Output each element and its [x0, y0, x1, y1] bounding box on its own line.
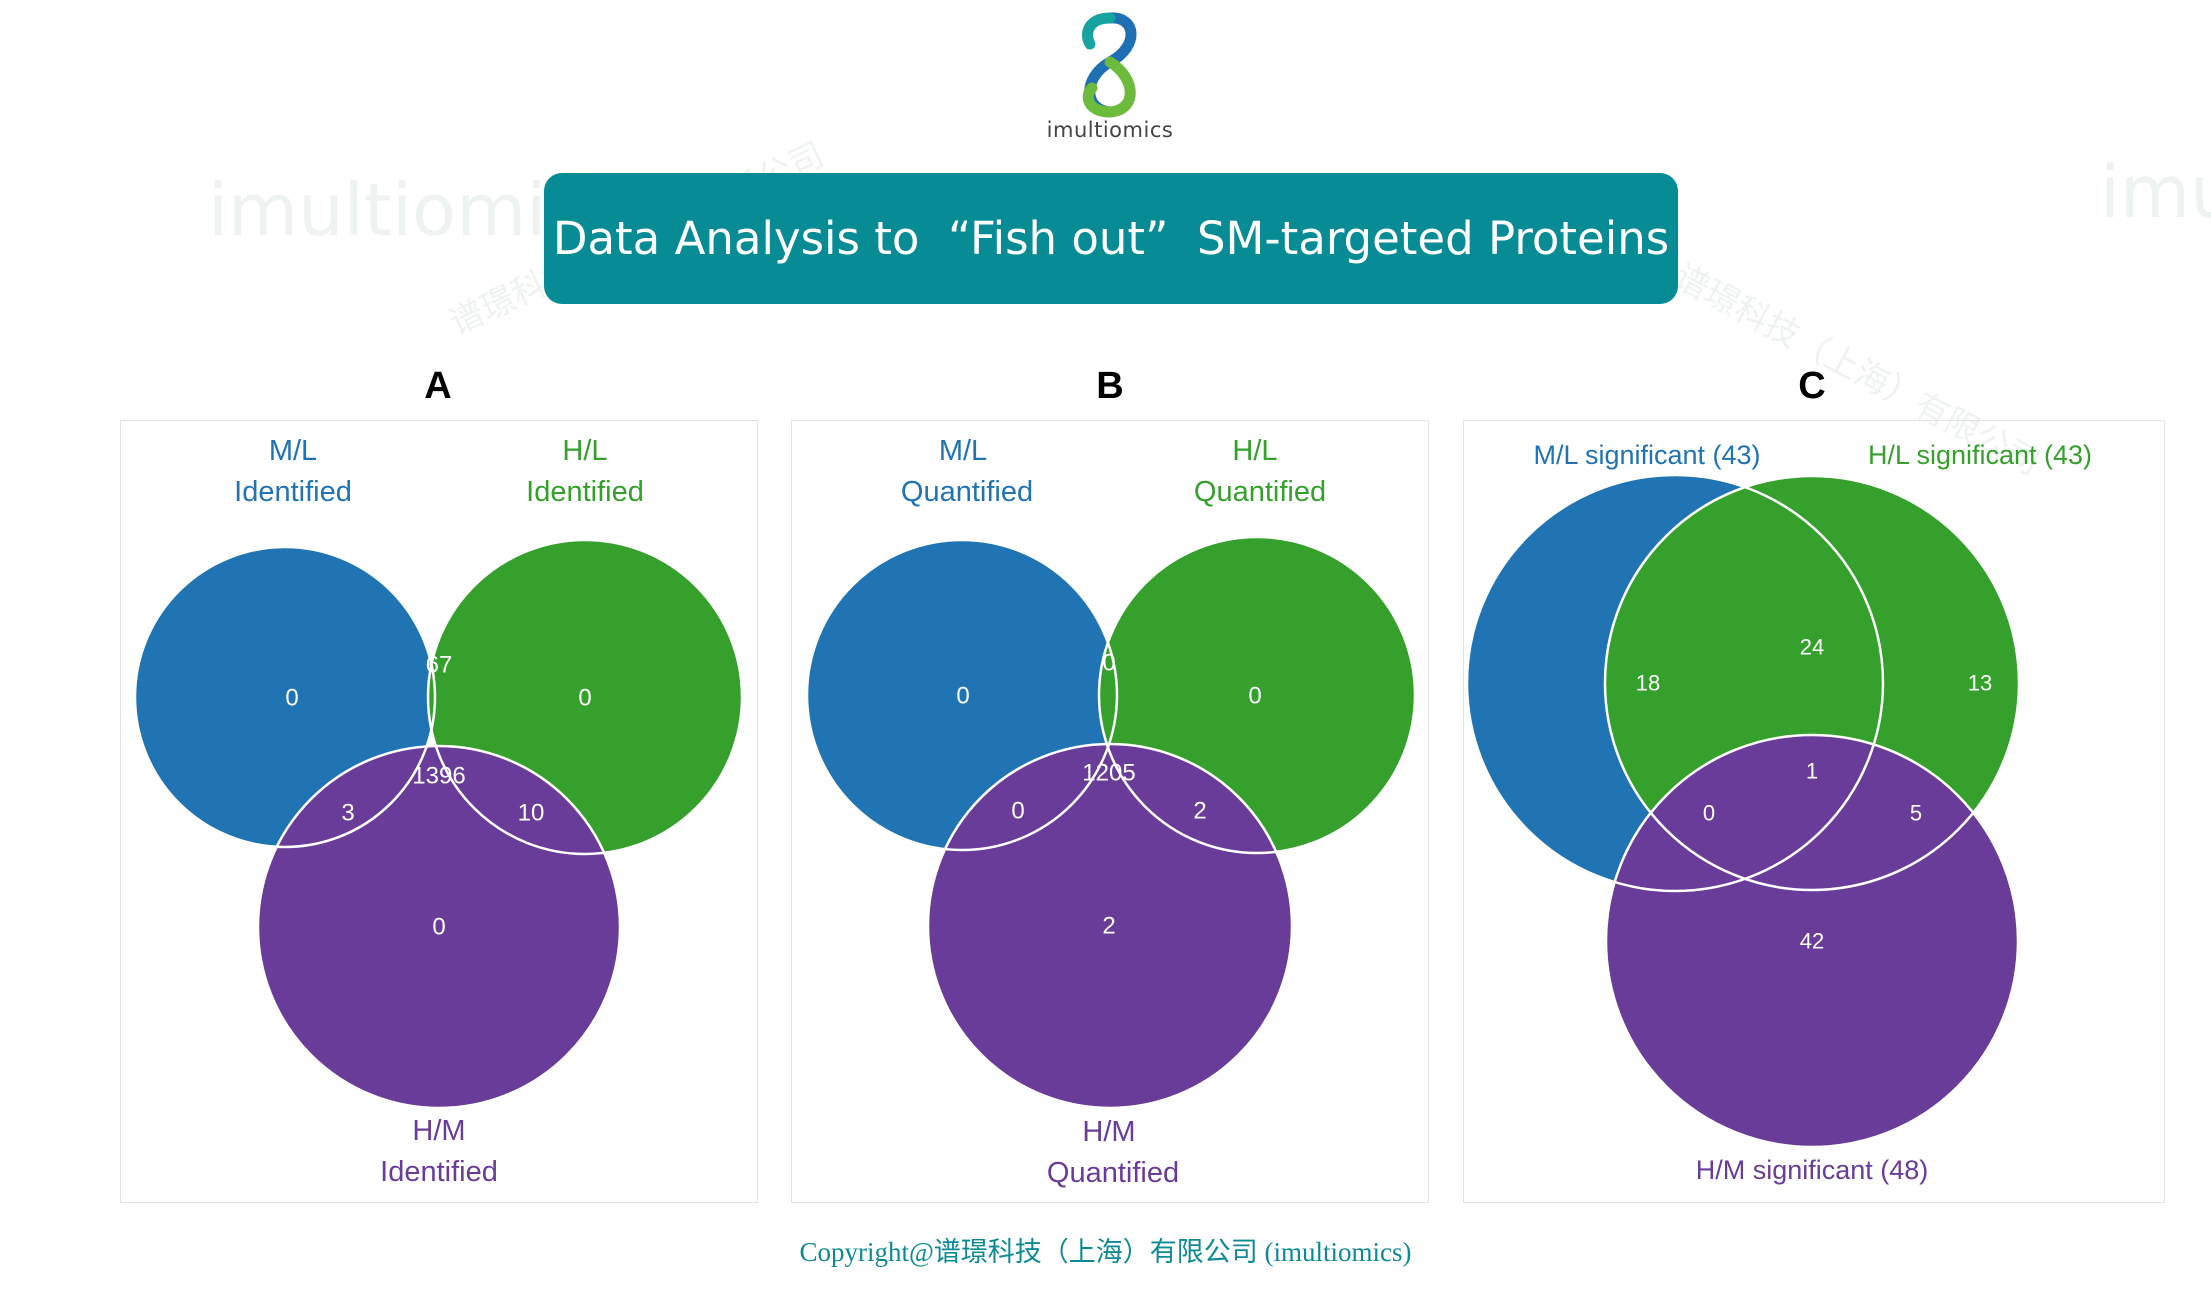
- venn-label-hm-line1-c: H/M significant (48): [1696, 1155, 1929, 1185]
- venn-panel-a: 0 0 67 1396 3 10 0 M/L Identified H/L Identified H/…: [133, 435, 744, 1188]
- venn-outline-hl-c: [1603, 474, 2021, 892]
- venn-count-hl-hm-c: 5: [1910, 801, 1922, 826]
- venn-count-ml-only-a: 0: [285, 685, 298, 712]
- venn-count-ml-hl-b: 0: [1102, 650, 1115, 677]
- venn-count-all-c: 1: [1806, 759, 1818, 784]
- venn-label-hm-line2-a: Identified: [380, 1156, 498, 1188]
- venn-count-hl-only-a: 0: [578, 685, 591, 712]
- venn-count-ml-only-b: 0: [956, 683, 969, 710]
- logo-text: imultiomics: [1046, 118, 1174, 142]
- venn-label-hl-line2-b: Quantified: [1194, 476, 1326, 508]
- venn-panel-b: 0 0 0 1205 0 2 2 M/L Quantified H/L Quantified H/M Q…: [805, 435, 1417, 1189]
- venn-count-hm-only-c: 42: [1800, 929, 1824, 954]
- panel-letter-b: B: [1096, 365, 1124, 407]
- venn-label-hm-line2-b: Quantified: [1047, 1157, 1179, 1189]
- venn-label-ml-line1-a: M/L: [269, 435, 317, 467]
- venn-count-all-b: 1205: [1082, 760, 1135, 787]
- venn-label-hl-line1-b: H/L: [1232, 435, 1277, 467]
- venn-count-hl-only-b: 0: [1248, 683, 1261, 710]
- venn-count-hl-only-c: 13: [1968, 671, 1992, 696]
- venn-count-ml-hm-a: 3: [341, 800, 354, 827]
- panel-a-frame: [120, 420, 758, 1203]
- venn-panel-c: 18 13 24 1 0 5 42 M/L significant (43) H/L signi…: [1465, 440, 2092, 1185]
- venn-outline-hl-b: [1097, 535, 1417, 855]
- venn-outline-ml-c: [1465, 473, 1885, 893]
- panel-letter-c: C: [1798, 365, 1826, 407]
- venn-label-hl-line2-a: Identified: [526, 476, 644, 508]
- copyright-text: Copyright@谱璟科技（上海）有限公司 (imultiomics): [799, 1237, 1412, 1267]
- infinity-loop-logo-icon: [1082, 12, 1137, 118]
- venn-count-hm-only-b: 2: [1102, 913, 1115, 940]
- venn-count-ml-hl-a: 67: [426, 652, 453, 679]
- venn-count-hl-hm-a: 10: [518, 800, 545, 827]
- venn-outline-ml-a: [133, 545, 437, 849]
- venn-label-hm-line1-b: H/M: [1082, 1116, 1135, 1148]
- panel-b-frame: [791, 420, 1429, 1203]
- venn-count-ml-hm-c: 0: [1703, 801, 1715, 826]
- venn-outline-hm-b: [926, 742, 1294, 1110]
- venn-circle-hm-c: [1606, 735, 2018, 1147]
- panel-letter-a: A: [424, 365, 452, 407]
- venn-outline-ml-b: [805, 538, 1119, 852]
- venn-outline-hm-c: [1604, 733, 2020, 1149]
- venn-label-hl-line1-c: H/L significant (43): [1868, 440, 2092, 470]
- venn-count-ml-hl-c: 24: [1800, 635, 1824, 660]
- venn-label-ml-line2-a: Identified: [234, 476, 352, 508]
- venn-count-ml-only-c: 18: [1636, 671, 1660, 696]
- venn-count-all-a: 1396: [412, 763, 465, 790]
- title-banner: Data Analysis to “Fish out” SM-targeted …: [544, 173, 1678, 304]
- venn-count-ml-hm-b: 0: [1011, 798, 1024, 825]
- venn-label-hl-line1-a: H/L: [562, 435, 607, 467]
- page-title: Data Analysis to “Fish out” SM-targeted …: [552, 212, 1670, 265]
- venn-label-ml-line2-b: Quantified: [901, 476, 1033, 508]
- panel-c-frame: [1463, 420, 2165, 1203]
- venn-label-ml-line1-c: M/L significant (43): [1533, 440, 1760, 470]
- venn-outline-hm-a: [256, 744, 622, 1110]
- venn-circle-hm-a: [258, 746, 620, 1108]
- venn-outline-hl-a: [426, 538, 744, 856]
- venn-count-hl-hm-b: 2: [1193, 798, 1206, 825]
- venn-label-hm-line1-a: H/M: [412, 1115, 465, 1147]
- venn-circle-hm-b: [928, 744, 1292, 1108]
- venn-count-hm-only-a: 0: [432, 914, 445, 941]
- venn-label-ml-line1-b: M/L: [939, 435, 987, 467]
